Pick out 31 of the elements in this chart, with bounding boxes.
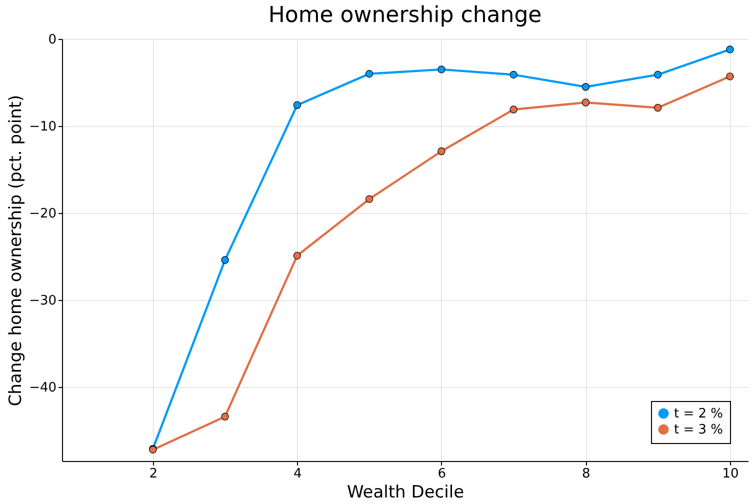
point: [582, 83, 590, 91]
y-tick-label: −30: [29, 294, 56, 309]
x-tick-label: 6: [438, 466, 446, 482]
point: [438, 66, 446, 74]
point: [726, 72, 734, 80]
point: [582, 98, 590, 106]
x-tick-label: 4: [294, 466, 302, 482]
y-tick-label: 0: [48, 32, 56, 48]
point: [510, 106, 518, 114]
point: [726, 46, 734, 54]
x-tick-label: 10: [722, 466, 739, 482]
point: [654, 70, 662, 79]
y-tick-label: −20: [29, 206, 56, 222]
point: [221, 412, 229, 420]
point: [221, 256, 229, 264]
legend-label: t = 3 %: [674, 422, 724, 438]
point: [293, 252, 301, 260]
chart-title: Home ownership change: [268, 3, 542, 28]
x-tick-label: 8: [582, 466, 590, 482]
point: [510, 70, 518, 79]
y-axis-title: Change home ownership (pct. point): [6, 94, 26, 406]
point: [293, 101, 301, 109]
legend-label: t = 2 %: [674, 406, 724, 422]
x-axis-title: Wealth Decile: [346, 482, 464, 502]
x-tick-label: 2: [149, 466, 158, 482]
point: [365, 195, 374, 203]
point: [438, 147, 446, 156]
point: [365, 70, 374, 78]
y-tick-label: −10: [29, 120, 56, 135]
point: [654, 104, 662, 112]
y-tick-label: −40: [29, 380, 56, 396]
